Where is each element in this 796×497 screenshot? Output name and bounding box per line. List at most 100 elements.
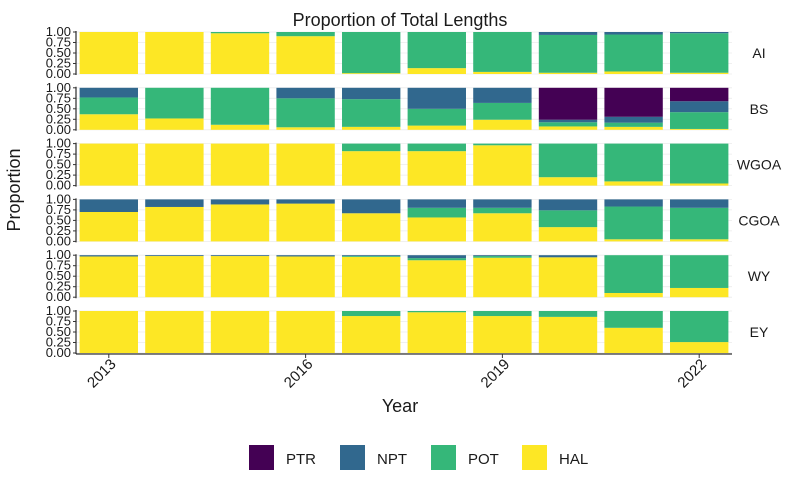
bar-segment-hal [342,73,401,74]
legend-item-hal: HAL [522,445,588,470]
x-tick-label: 2016 [281,356,317,392]
bar-segment-pot [407,32,466,69]
bar-segment-hal [145,256,204,298]
y-tick-label: 0.50 [46,212,71,227]
bar-segment-pot [473,102,532,120]
bar-segment-pot [670,255,729,288]
bar-segment-pot [604,206,663,240]
bar-segment-hal [407,151,466,186]
bar-segment-pot [538,210,598,228]
legend-key [340,445,365,470]
bar-segment-pot [670,112,729,129]
bar-segment-hal [210,124,270,130]
bar-segment-hal [538,257,598,298]
bar-segment-hal [670,72,729,74]
bar-segment-hal [407,217,466,242]
bar-segment-pot [79,97,138,115]
y-tick-label: 0.50 [46,45,71,60]
bar-segment-npt [604,32,663,35]
bar-segment-hal [276,203,335,242]
bar-segment-hal [473,213,532,242]
legend-item-ptr: PTR [249,445,316,470]
legend-label: PTR [286,451,316,468]
bar-segment-pot [342,256,401,257]
bar-segment-pot [407,143,466,152]
facet-panels: 0.000.250.500.751.00AI0.000.250.500.751.… [46,24,782,360]
bar-segment-hal [79,256,138,298]
legend-key [431,445,456,470]
legend-key [249,445,274,470]
bar-segment-hal [276,311,335,353]
legend-item-npt: NPT [340,445,407,470]
bar-segment-hal [604,126,663,130]
y-tick-label: 0.25 [46,335,71,350]
y-tick-label: 0.00 [46,289,71,304]
y-tick-label: 0.25 [46,223,71,238]
legend-label: NPT [377,451,407,468]
x-tick-label: 2013 [84,356,120,392]
bar-segment-npt [407,199,466,208]
legend-label: POT [468,451,499,468]
facet-panel-wgoa: 0.000.250.500.751.00 WGOA [46,136,782,193]
bar-segment-pot [342,311,401,317]
facet-strip-label: AI [752,45,765,61]
bar-segment-hal [342,316,401,353]
bar-segment-hal [145,206,204,242]
y-tick-label: 0.75 [46,258,71,273]
bar-segment-npt [276,87,335,99]
bar-segment-hal [538,126,598,130]
bar-segment-pot [473,256,532,258]
bar-segment-pot [670,311,729,343]
bar-segment-npt [210,255,270,257]
bar-segment-npt [473,87,532,103]
bar-segment-hal [670,342,729,353]
bar-segment-npt [604,199,663,207]
bar-segment-npt [79,199,138,212]
y-tick-label: 0.00 [46,233,71,248]
bar-segment-pot [407,108,466,126]
bar-segment-npt [342,199,401,214]
bar-segment-npt [145,255,204,257]
bar-segment-hal [210,204,270,242]
bar-segment-hal [670,183,729,186]
x-axis-title: Year [382,396,418,416]
bar-segment-pot [604,143,663,182]
y-tick-label: 1.00 [46,247,71,262]
bar-segment-npt [538,119,598,123]
chart-title: Proportion of Total Lengths [293,10,508,30]
bar-segment-hal [342,213,401,242]
bar-segment-hal [473,145,532,186]
x-tick-label: 2022 [674,356,710,392]
legend: PTR NPT POT HAL [249,445,588,470]
y-tick-label: 0.50 [46,157,71,172]
bar-segment-pot [538,122,598,127]
bar-segment-pot [407,258,466,261]
bar-segment-pot [210,87,270,125]
y-tick-label: 0.75 [46,90,71,105]
bar-segment-hal [407,125,466,130]
bar-segment-npt [538,199,598,211]
y-tick-label: 0.25 [46,279,71,294]
bar-segment-pot [473,32,532,72]
facet-strip-label: BS [750,101,769,117]
y-tick-label: 0.75 [46,146,71,161]
bar-segment-pot [342,32,401,74]
bar-segment-pot [670,207,729,240]
facet-strip-label: WGOA [737,157,782,173]
bar-segment-hal [79,311,138,353]
facet-panel-cgoa: 0.000.250.500.751.00 CGOA [46,191,781,248]
bar-segment-hal [538,177,598,186]
legend-key [522,445,547,470]
y-tick-label: 0.00 [46,345,71,360]
facet-strip-label: CGOA [738,212,780,228]
bar-segment-ptr [538,87,598,120]
y-tick-label: 1.00 [46,24,71,39]
bar-segment-hal [407,260,466,298]
bar-segment-hal [79,212,138,242]
y-axis-title: Proportion [4,148,24,231]
bar-segment-hal [342,126,401,130]
bar-segment-pot [210,32,270,34]
y-tick-label: 1.00 [46,136,71,151]
bar-segment-pot [473,143,532,146]
